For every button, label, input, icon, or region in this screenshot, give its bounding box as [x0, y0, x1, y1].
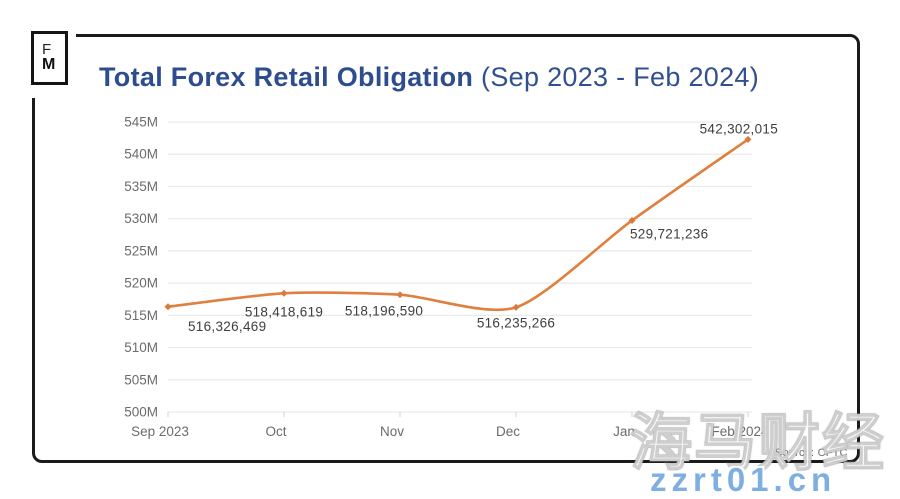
data-point-marker [512, 303, 520, 311]
x-axis-tick-label: Feb 2024 [711, 424, 769, 439]
data-point-marker [628, 216, 636, 224]
y-axis-tick-label: 530M [124, 211, 158, 226]
data-point-marker [280, 289, 288, 297]
data-point-label: 516,326,469 [188, 319, 266, 334]
y-axis-tick-label: 515M [124, 308, 158, 323]
watermark-site: zzrt01.cn [650, 461, 837, 498]
source-credit: Source: CFTC [775, 447, 848, 459]
data-point-label: 518,196,590 [345, 304, 423, 319]
y-axis-tick-label: 505M [124, 372, 158, 387]
x-axis-tick-label: Sep 2023 [131, 424, 189, 439]
y-axis-tick-label: 545M [124, 115, 158, 130]
data-point-label: 518,418,619 [245, 304, 323, 319]
x-axis-tick-label: Oct [265, 424, 286, 439]
fm-logo: F M [31, 31, 68, 85]
watermark-brand: 海马财经 [629, 408, 887, 479]
x-axis-tick-label: Dec [496, 424, 520, 439]
data-point-label: 529,721,236 [630, 226, 708, 241]
fm-logo-letter-m: M [42, 56, 56, 74]
y-axis-tick-label: 540M [124, 147, 158, 162]
data-point-label: 542,302,015 [700, 121, 778, 136]
y-axis-tick-label: 535M [124, 179, 158, 194]
data-point-marker [164, 303, 172, 311]
chart-title-period: (Sep 2023 - Feb 2024) [473, 62, 760, 92]
chart-title-main: Total Forex Retail Obligation [99, 62, 474, 92]
chart-title: Total Forex Retail Obligation (Sep 2023 … [99, 62, 759, 93]
x-axis-tick-label: Jan [613, 424, 635, 439]
y-axis-tick-label: 520M [124, 276, 158, 291]
x-axis-tick-label: Nov [380, 424, 404, 439]
data-point-label: 516,235,266 [477, 315, 555, 330]
fm-logo-letter-f: F [42, 41, 52, 59]
y-axis-tick-label: 525M [124, 243, 158, 258]
y-axis-tick-label: 500M [124, 405, 158, 420]
data-point-marker [396, 291, 404, 299]
card-frame [32, 34, 860, 463]
y-axis-tick-label: 510M [124, 340, 158, 355]
data-point-marker [744, 135, 752, 143]
series-line [166, 138, 750, 312]
